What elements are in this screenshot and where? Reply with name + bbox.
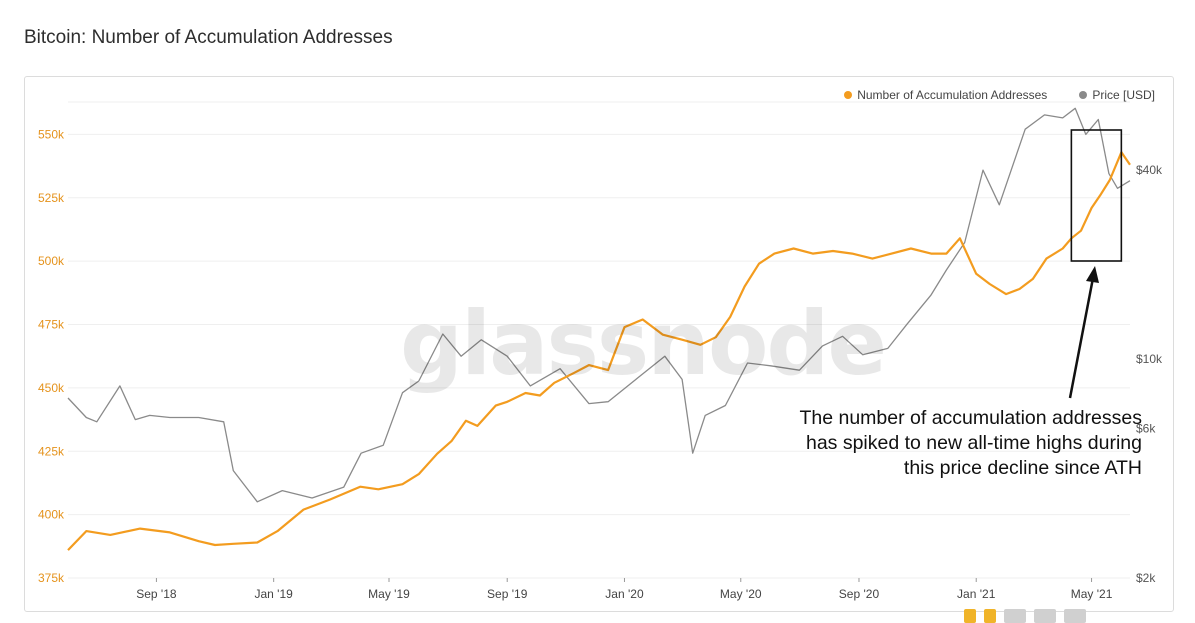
- legend-item-accumulation[interactable]: Number of Accumulation Addresses: [844, 88, 1047, 102]
- x-tick-label: Jan '19: [255, 587, 294, 601]
- right-tick-label: $10k: [1136, 352, 1163, 366]
- left-tick-label: 475k: [38, 318, 65, 332]
- logo-block-icon: [1034, 609, 1056, 623]
- left-tick-label: 400k: [38, 508, 65, 522]
- left-tick-label: 450k: [38, 381, 65, 395]
- x-tick-label: Jan '21: [957, 587, 996, 601]
- highlight-box: [1070, 129, 1123, 262]
- x-tick-label: Sep '18: [136, 587, 177, 601]
- annotation-text: The number of accumulation addresses has…: [742, 406, 1142, 481]
- x-tick-label: Sep '20: [839, 587, 880, 601]
- logo-block-icon: [984, 609, 996, 623]
- x-tick-label: May '19: [368, 587, 410, 601]
- annotation-arrowhead: [1086, 266, 1099, 283]
- left-tick-label: 550k: [38, 127, 65, 141]
- price-line: [67, 107, 1131, 503]
- annotation-overlay: [1068, 129, 1123, 399]
- page-title: Bitcoin: Number of Accumulation Addresse…: [24, 27, 393, 48]
- logo-block-icon: [964, 609, 976, 623]
- legend: Number of Accumulation Addresses Price […: [844, 88, 1155, 102]
- right-tick-label: $2k: [1136, 571, 1156, 585]
- watermark-logo: glassnode: [400, 292, 887, 395]
- gridlines: [68, 101, 1130, 579]
- legend-label-price: Price [USD]: [1092, 88, 1155, 102]
- left-tick-label: 425k: [38, 444, 65, 458]
- legend-label-accumulation: Number of Accumulation Addresses: [857, 88, 1048, 102]
- accumulation-line: [67, 151, 1131, 551]
- right-axis: $2k $6k $10k $40k: [1136, 163, 1163, 585]
- x-tick-label: Sep '19: [487, 587, 528, 601]
- legend-item-price[interactable]: Price [USD]: [1079, 88, 1155, 102]
- left-axis: 375k 400k 425k 450k 475k 500k 525k 550k: [38, 127, 65, 585]
- left-tick-label: 525k: [38, 191, 65, 205]
- logo-block-icon: [1064, 609, 1086, 623]
- logo-block-icon: [1004, 609, 1026, 623]
- legend-dot-accumulation: [844, 91, 853, 99]
- x-axis: Sep '18 Jan '19 May '19 Sep '19 Jan '20 May '…: [136, 578, 1113, 601]
- left-tick-label: 375k: [38, 571, 65, 585]
- x-tick-label: May '20: [720, 587, 762, 601]
- annotation-line: The number of accumulation addresses: [799, 407, 1142, 429]
- x-tick-label: May '21: [1071, 587, 1113, 601]
- annotation-arrow: [1068, 277, 1095, 399]
- legend-dot-price: [1079, 91, 1088, 99]
- annotation-line: this price decline since ATH: [903, 457, 1142, 479]
- chart-frame: [24, 76, 1174, 612]
- left-tick-label: 500k: [38, 254, 65, 268]
- right-tick-label: $6k: [1136, 421, 1156, 435]
- series-layer: [67, 107, 1131, 551]
- annotation-line: has spiked to new all-time highs during: [805, 432, 1142, 454]
- x-tick-label: Jan '20: [605, 587, 644, 601]
- corner-logo: [964, 609, 1086, 623]
- right-tick-label: $40k: [1136, 163, 1163, 177]
